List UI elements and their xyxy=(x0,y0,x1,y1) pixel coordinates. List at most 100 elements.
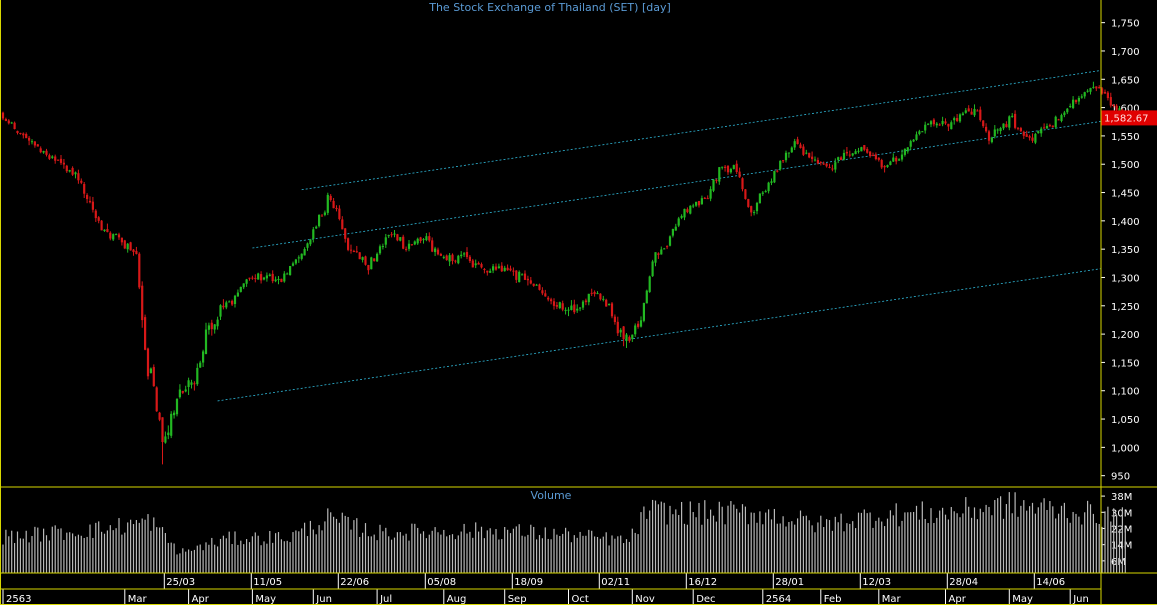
candle-body xyxy=(309,239,312,245)
candle-body xyxy=(68,170,71,172)
volume-bar xyxy=(193,549,195,573)
price-tick-label: 1,600 xyxy=(1111,104,1140,115)
candle-body xyxy=(158,412,161,420)
volume-bar xyxy=(28,542,30,573)
chart-title: The Stock Exchange of Thailand (SET) [da… xyxy=(428,1,671,14)
volume-bar xyxy=(808,520,810,573)
volume-bar xyxy=(77,534,79,573)
month-tick-label: 2563 xyxy=(6,594,31,605)
volume-bar xyxy=(721,506,723,573)
candle-body xyxy=(613,316,616,323)
candle-body xyxy=(1063,112,1066,116)
candle-body xyxy=(1086,90,1089,92)
volume-bar xyxy=(11,530,13,573)
volume-bar xyxy=(127,522,129,573)
volume-bar xyxy=(565,527,567,573)
volume-bar xyxy=(521,535,523,573)
candle-body xyxy=(254,277,257,279)
volume-bar xyxy=(420,533,422,573)
candle-body xyxy=(170,413,173,436)
volume-bar xyxy=(222,535,224,573)
candle-body xyxy=(155,387,158,412)
candle-body xyxy=(297,257,300,259)
volume-bar xyxy=(596,536,599,573)
volume-bar xyxy=(37,527,39,573)
candle-body xyxy=(1005,124,1008,128)
candle-body xyxy=(48,155,51,159)
candle-body xyxy=(1072,99,1075,108)
volume-bar xyxy=(16,531,19,573)
candle-body xyxy=(277,278,280,280)
volume-bar xyxy=(913,511,915,573)
volume-bar xyxy=(60,528,62,573)
volume-bar xyxy=(150,530,152,573)
volume-bar xyxy=(663,502,665,573)
volume-bar xyxy=(1110,521,1112,573)
volume-bar xyxy=(1121,507,1123,573)
candle-body xyxy=(874,154,877,160)
candle-body xyxy=(834,162,837,170)
volume-bar xyxy=(950,507,952,573)
volume-bar xyxy=(109,525,111,573)
volume-bar xyxy=(161,527,164,573)
volume-bar xyxy=(968,506,970,573)
volume-bar xyxy=(289,542,291,573)
candle-body xyxy=(776,170,779,172)
month-tick-label: Apr xyxy=(192,594,210,605)
volume-bar xyxy=(773,508,775,573)
candle-body xyxy=(1106,92,1109,99)
candle-body xyxy=(851,153,854,156)
candle-body xyxy=(660,249,663,255)
candle-body xyxy=(390,234,393,236)
candle-body xyxy=(668,236,672,246)
volume-bar xyxy=(692,512,694,573)
volume-bar xyxy=(356,518,358,573)
candle-body xyxy=(300,253,303,259)
volume-bar xyxy=(704,500,706,573)
volume-tick-label: 30M xyxy=(1111,508,1132,519)
volume-bar xyxy=(637,534,639,573)
volume-bar xyxy=(298,531,300,573)
candle-body xyxy=(175,398,179,415)
volume-bar xyxy=(1011,513,1013,573)
volume-bar xyxy=(849,523,851,573)
candle-body xyxy=(657,253,660,255)
candle-body xyxy=(1103,91,1107,94)
candle-body xyxy=(793,141,796,148)
candle-body xyxy=(915,134,918,140)
candle-body xyxy=(1109,97,1112,106)
volume-bar xyxy=(373,534,375,573)
volume-bar xyxy=(14,543,16,573)
volume-bar xyxy=(434,527,436,573)
candle-body xyxy=(471,260,474,268)
volume-bar xyxy=(765,512,767,573)
volume-bar xyxy=(852,521,854,573)
candle-body xyxy=(674,226,677,231)
volume-bar xyxy=(101,531,103,573)
volume-bar xyxy=(1081,524,1083,573)
candle-body xyxy=(129,242,132,251)
candle-body xyxy=(425,236,428,241)
candle-body xyxy=(289,266,292,276)
volume-bar xyxy=(167,542,169,573)
volume-bar xyxy=(495,529,497,573)
volume-bar xyxy=(504,527,506,573)
candle-body xyxy=(689,205,692,214)
candle-body xyxy=(529,280,532,284)
volume-bar xyxy=(1055,518,1057,573)
candle-body xyxy=(784,152,788,161)
candle-body xyxy=(1101,88,1104,94)
volume-bar xyxy=(1040,502,1042,573)
volume-bar xyxy=(414,523,416,573)
volume-bar xyxy=(214,544,216,573)
volume-bar xyxy=(895,503,897,573)
candle-body xyxy=(822,163,825,165)
candle-body xyxy=(364,256,367,265)
candle-body xyxy=(506,267,509,271)
volume-bar xyxy=(391,539,393,573)
candle-body xyxy=(402,236,405,249)
candle-body xyxy=(51,156,54,158)
volume-bar xyxy=(857,512,860,573)
volume-bar xyxy=(98,521,100,573)
volume-bar xyxy=(1000,496,1002,573)
